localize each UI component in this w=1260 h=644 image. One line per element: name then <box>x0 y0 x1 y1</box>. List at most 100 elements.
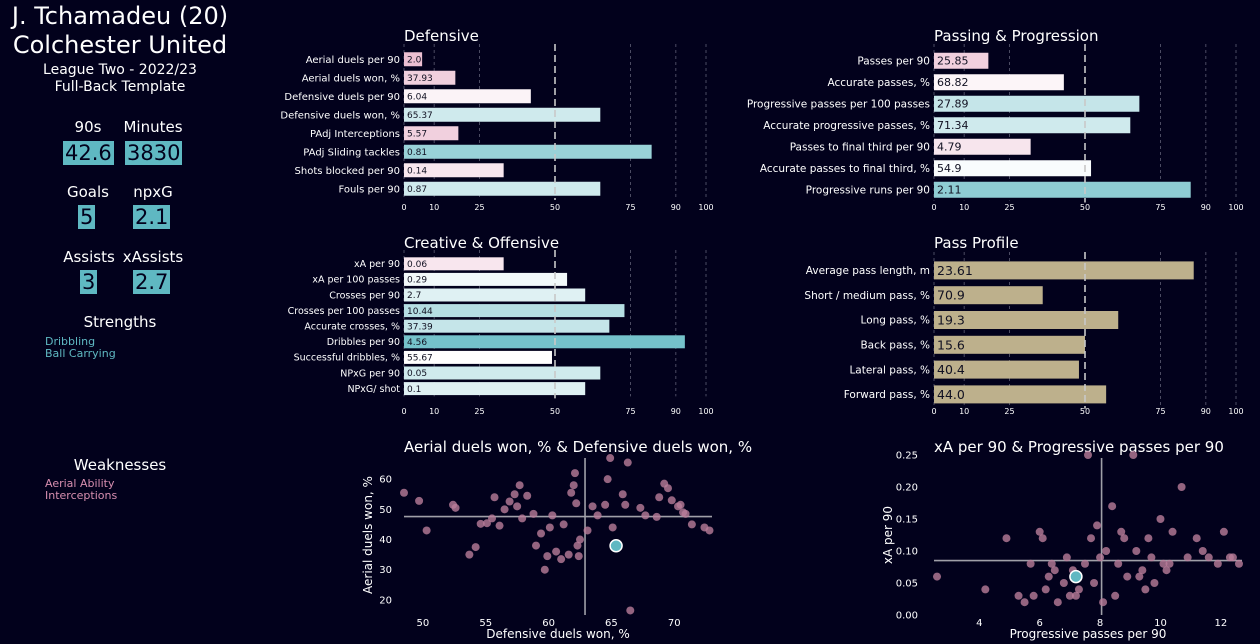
x-tick-label: 75 <box>625 203 635 212</box>
bar-value-label: 2.7 <box>407 291 421 301</box>
scatter-point <box>1108 502 1117 511</box>
category-label: Passes to final third per 90 <box>790 141 930 153</box>
category-label: Aerial duels won, % <box>302 73 400 84</box>
y-tick-label: 50 <box>379 505 392 516</box>
bar-value-label: 2.11 <box>937 184 962 197</box>
bar <box>404 350 552 364</box>
x-axis-label: Defensive duels won, % <box>486 627 630 641</box>
category-label: NPxG/ shot <box>347 384 400 395</box>
chart-title: xA per 90 & Progressive passes per 90 <box>934 438 1224 456</box>
scatter-point <box>515 481 524 490</box>
scatter-point <box>1204 553 1213 562</box>
bar-value-label: 0.05 <box>407 369 427 379</box>
scatter-point <box>603 475 612 484</box>
x-tick-label: 100 <box>1228 407 1243 416</box>
scatter-point <box>621 500 630 509</box>
bar <box>934 160 1092 177</box>
scatter-point <box>1002 534 1011 543</box>
highlight-point <box>609 539 623 553</box>
scatter-point <box>548 511 557 520</box>
scatter-point <box>495 521 504 530</box>
scatter-point <box>626 606 635 615</box>
scatter-point <box>1038 534 1047 543</box>
stat-value-xassists: 2.7 <box>133 270 171 294</box>
scatter-point <box>705 526 714 535</box>
scatter-point <box>465 550 474 559</box>
scatter-point <box>1144 534 1153 543</box>
x-tick-label: 75 <box>1155 203 1165 212</box>
bar-value-label: 0.87 <box>407 185 427 195</box>
bar <box>404 335 685 349</box>
bar <box>404 163 504 178</box>
bar <box>934 335 1085 354</box>
scatter-point <box>981 585 990 594</box>
x-tick-label: 0 <box>931 203 936 212</box>
strengths-heading: Strengths <box>83 313 157 331</box>
chart-title: Aerial duels won, % & Defensive duels wo… <box>404 438 752 456</box>
scatter-point <box>559 520 568 529</box>
scatter-point <box>422 526 431 535</box>
bar-value-label: 70.9 <box>937 288 965 303</box>
category-label: Aerial duels per 90 <box>306 55 400 66</box>
x-tick-label: 50 <box>1080 407 1090 416</box>
scatter-point <box>518 514 527 523</box>
bar <box>934 385 1107 404</box>
scatter-point <box>1162 566 1171 575</box>
category-label: NPxG per 90 <box>340 368 400 379</box>
scatter-point <box>1120 534 1129 543</box>
x-tick-label: 100 <box>698 203 713 212</box>
category-label: Long pass, % <box>861 315 930 327</box>
x-tick-label: 70 <box>668 618 681 629</box>
scatter-point <box>681 509 690 518</box>
bar <box>404 52 423 67</box>
scatter-point <box>655 493 664 502</box>
category-label: Defensive duels won, % <box>280 110 400 121</box>
scatter-point <box>1168 527 1177 536</box>
scatter-point <box>1156 515 1165 523</box>
scatter-point <box>572 499 581 508</box>
x-tick-label: 50 <box>550 203 560 212</box>
x-tick-label: 60 <box>542 618 555 629</box>
x-tick-label: 75 <box>1155 407 1165 416</box>
category-label: Progressive runs per 90 <box>806 184 930 196</box>
bar-value-label: 6.04 <box>407 92 427 102</box>
bar <box>934 95 1140 112</box>
category-label: PAdj Sliding tackles <box>303 147 400 158</box>
x-tick-label: 50 <box>550 407 560 416</box>
y-tick-label: 40 <box>379 535 392 546</box>
strength-item: Ball Carrying <box>45 347 116 360</box>
bar-value-label: 0.29 <box>407 276 427 286</box>
scatter-point <box>1071 591 1080 600</box>
scatter-point <box>1198 547 1207 555</box>
scatter-point <box>606 454 615 463</box>
bar <box>934 181 1191 198</box>
x-tick-label: 55 <box>479 618 492 629</box>
bar-value-label: 68.82 <box>937 76 969 89</box>
scatter-point <box>476 519 485 528</box>
y-tick-label: 0.20 <box>896 483 918 494</box>
scatter-point <box>471 543 480 552</box>
bar-value-label: 19.3 <box>937 313 965 328</box>
x-tick-label: 100 <box>1228 203 1243 212</box>
bar <box>404 304 625 318</box>
scatter-point <box>1138 566 1147 575</box>
scatter-point <box>583 526 592 535</box>
scatter-point <box>1074 585 1083 594</box>
bar <box>934 286 1043 305</box>
scatter-point <box>543 552 552 561</box>
bar <box>934 360 1079 379</box>
scatter-point <box>1020 598 1029 607</box>
x-tick-label: 10 <box>959 407 969 416</box>
x-tick-label: 0 <box>401 407 406 416</box>
scatter-point <box>1132 547 1141 555</box>
scatter-point <box>557 555 566 564</box>
bar-value-label: 15.6 <box>937 337 965 352</box>
scatter-point <box>1080 559 1089 568</box>
scatter-point <box>933 572 942 581</box>
scatter-point <box>588 502 597 511</box>
scatter-point <box>1177 483 1186 491</box>
x-tick-label: 25 <box>474 203 484 212</box>
category-label: Defensive duels per 90 <box>284 92 400 103</box>
weakness-item: Interceptions <box>45 489 118 502</box>
x-tick-label: 12 <box>1214 618 1227 629</box>
